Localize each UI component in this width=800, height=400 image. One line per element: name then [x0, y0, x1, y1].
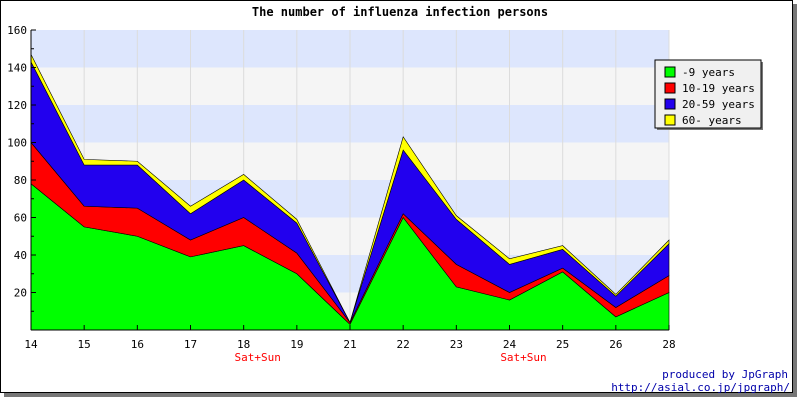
y-tick-label: 140 [7, 62, 27, 75]
x-tick-label: 17 [184, 338, 197, 351]
y-tick-label: 160 [7, 24, 27, 37]
series-area-60-years [30, 54, 670, 324]
chart-title: The number of influenza infection person… [252, 5, 548, 19]
x-tick-label: 19 [290, 338, 303, 351]
y-tick-label: 100 [7, 137, 27, 150]
legend-label: 60- years [682, 114, 742, 127]
y-tick-label: 20 [14, 287, 27, 300]
y-axis-ticks: 20 40 60 80 100 120 140 160 [7, 24, 36, 312]
x-tick-label: 24 [503, 338, 517, 351]
x-tick-label: 16 [131, 338, 144, 351]
weekend-label: Sat+Sun [234, 351, 280, 364]
legend-swatch [664, 66, 676, 78]
legend: -9 years 10-19 years 20-59 years 60- years [654, 59, 763, 130]
credit-url[interactable]: http://asial.co.jp/jpgraph/ [611, 381, 790, 394]
legend-swatch [664, 98, 676, 110]
x-tick-label: 28 [662, 338, 675, 351]
x-tick-label: 21 [343, 338, 356, 351]
legend-swatch [664, 114, 676, 126]
x-tick-label: 25 [556, 338, 569, 351]
x-tick-label: 22 [397, 338, 410, 351]
y-tick-label: 120 [7, 99, 27, 112]
y-tick-label: 40 [14, 249, 27, 262]
legend-label: 20-59 years [682, 98, 755, 111]
weekend-label: Sat+Sun [500, 351, 546, 364]
x-tick-label: 14 [24, 338, 38, 351]
x-tick-label: 26 [609, 338, 622, 351]
stacked-areas [30, 54, 670, 331]
y-tick-label: 60 [14, 212, 27, 225]
x-tick-label: 18 [237, 338, 250, 351]
legend-label: 10-19 years [682, 82, 755, 95]
x-tick-label: 23 [450, 338, 463, 351]
credit-produced-by: produced by JpGraph [662, 368, 788, 381]
legend-label: -9 years [682, 66, 735, 79]
y-tick-label: 80 [14, 174, 27, 187]
x-tick-label: 15 [78, 338, 91, 351]
legend-swatch [664, 82, 676, 94]
